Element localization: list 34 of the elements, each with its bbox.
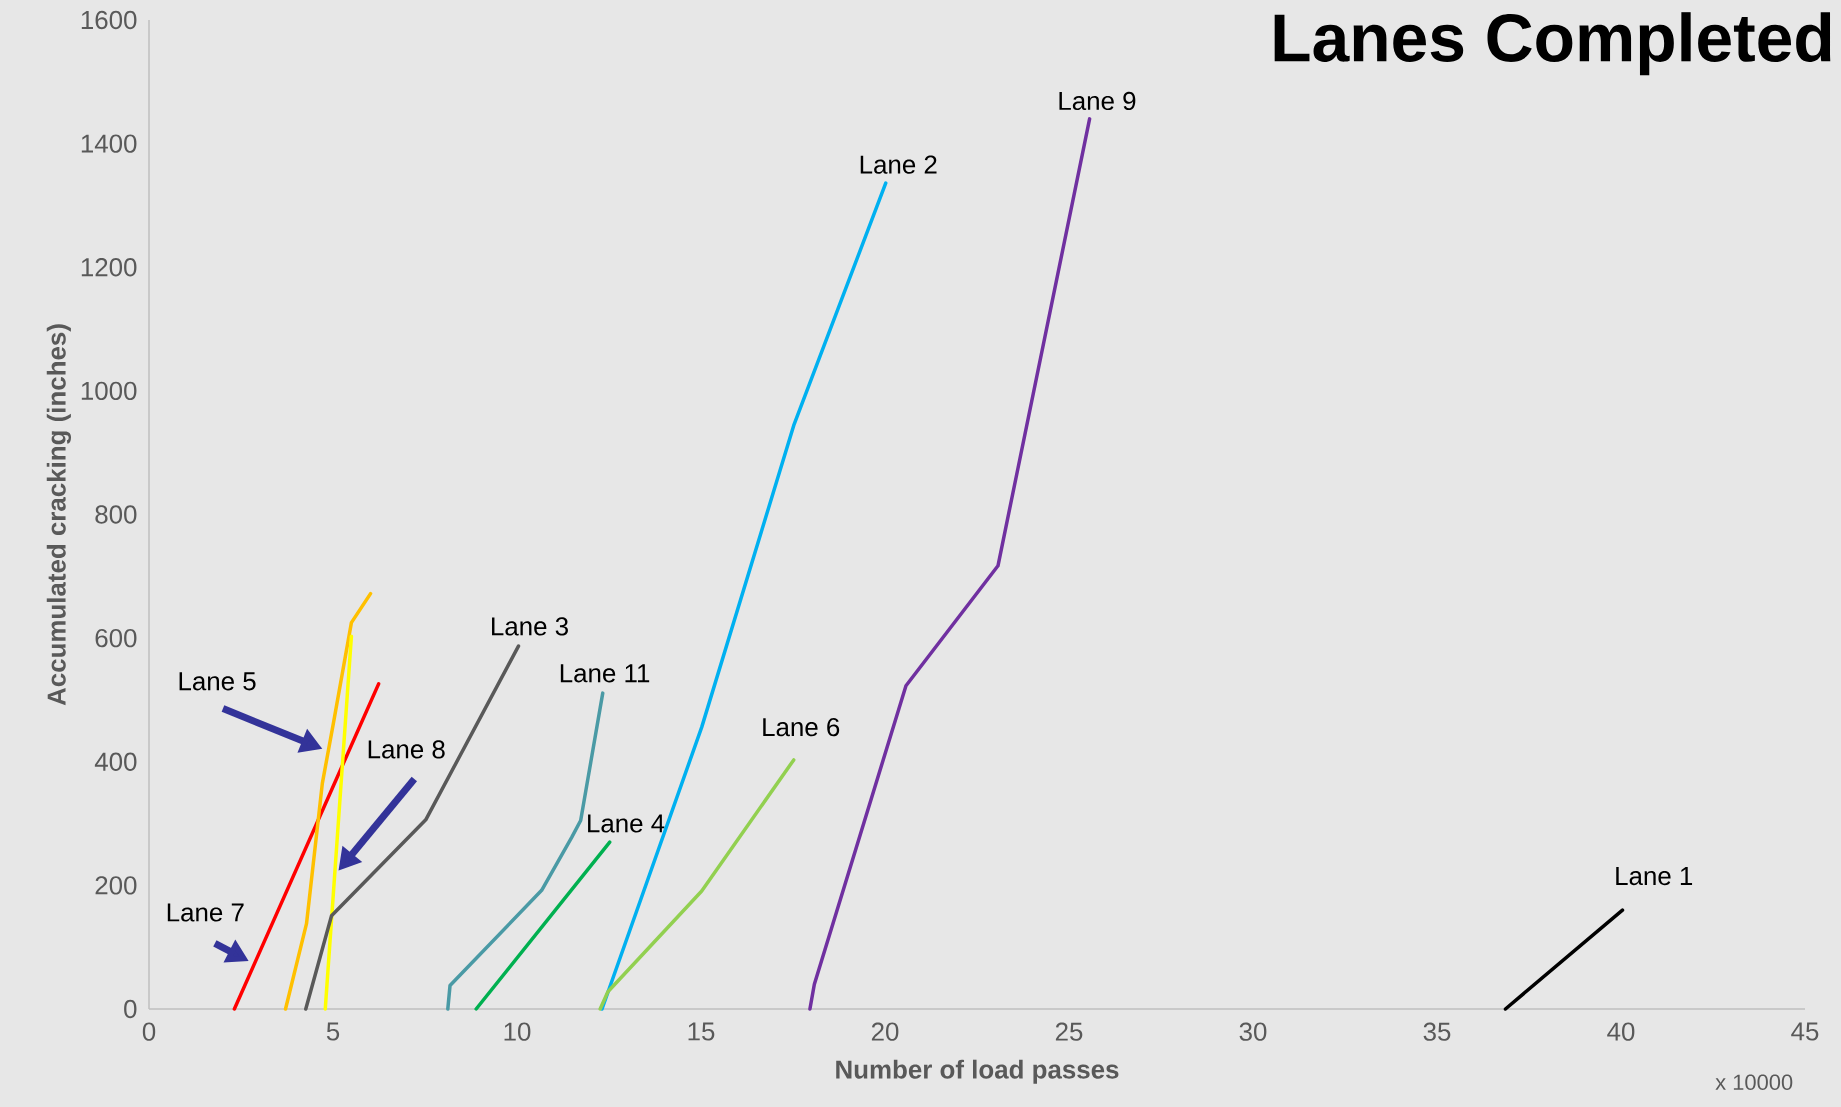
y-tick-label: 800	[95, 505, 137, 524]
x-axis-title: Number of load passes	[836, 1059, 1119, 1084]
y-tick-label: 0	[124, 999, 137, 1019]
y-tick-label: 1600	[81, 10, 137, 30]
x-tick-label: 35	[1423, 1022, 1451, 1041]
x-tick-label: 5	[326, 1022, 340, 1041]
y-tick-label: 1000	[81, 381, 137, 401]
series-label: Lane 2	[860, 155, 937, 174]
chart-title: Lanes Completed	[1274, 12, 1831, 76]
y-tick-label: 400	[94, 752, 137, 771]
x-tick-label: 0	[142, 1022, 156, 1041]
y-tick-label: 1200	[81, 258, 137, 277]
x-tick-label: 40	[1607, 1022, 1635, 1041]
series-label: Lane 3	[492, 617, 568, 636]
x-tick-label: 10	[504, 1022, 531, 1041]
x-tick-label: 15	[688, 1022, 715, 1041]
series-label: Lane 4	[588, 814, 665, 833]
annotation: Lane 7	[167, 903, 244, 922]
x-tick-label: 45	[1791, 1022, 1819, 1041]
y-axis-title: Accumulated cracking (inches)	[46, 324, 72, 706]
series-label: Lane 11	[560, 664, 650, 683]
y-tick-label: 200	[95, 876, 137, 895]
y-tick-label: 1400	[81, 134, 137, 153]
annotation: Lane 8	[368, 740, 445, 759]
x-tick-label: 25	[1055, 1022, 1083, 1041]
y-tick-label: 600	[95, 628, 137, 648]
x-tick-label: 20	[871, 1022, 899, 1041]
series-label: Lane 9	[1059, 91, 1136, 111]
x-tick-label: 30	[1239, 1022, 1267, 1041]
line-series	[304, 644, 521, 1011]
series-label: Lane 6	[763, 717, 840, 737]
text: x 10000	[1715, 1074, 1793, 1091]
series-label: Lane 1	[1616, 867, 1693, 886]
annotation: Lane 5	[179, 672, 256, 691]
